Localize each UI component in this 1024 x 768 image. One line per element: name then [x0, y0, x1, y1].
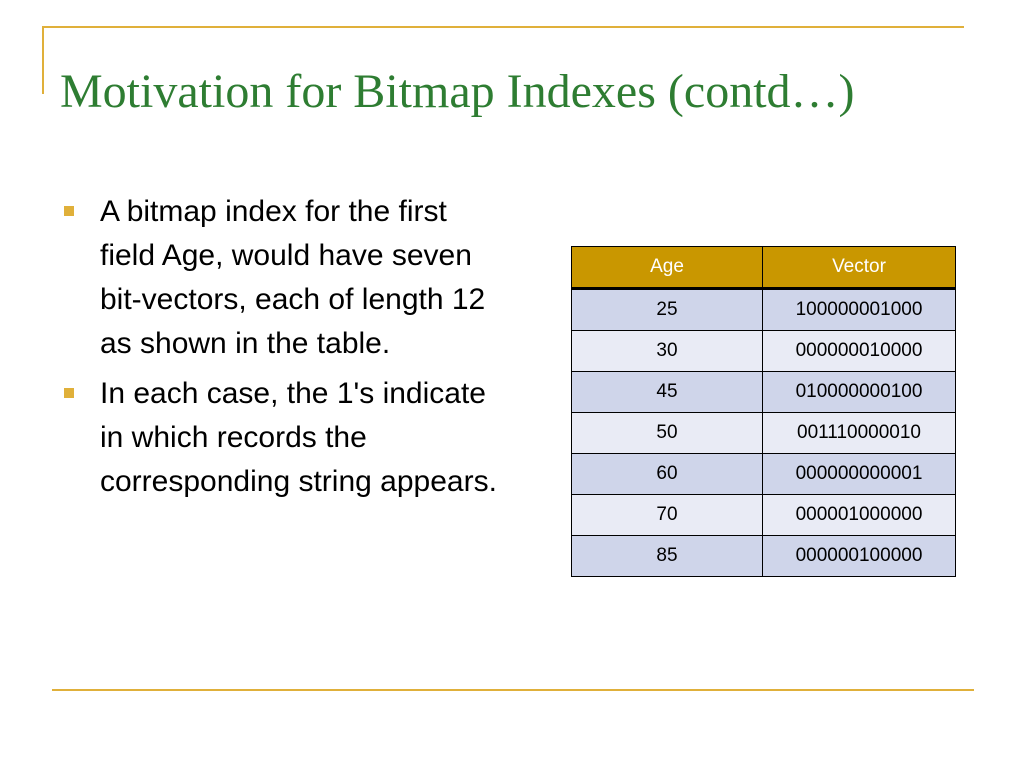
left-accent-line [42, 26, 44, 94]
vector-cell: 000000100000 [762, 535, 956, 577]
age-cell: 50 [571, 412, 763, 454]
square-bullet-icon [64, 388, 74, 398]
age-cell: 45 [571, 371, 763, 413]
slide-title: Motivation for Bitmap Indexes (contd…) [60, 65, 855, 118]
bullet-item: In each case, the 1's indicate in which … [60, 372, 500, 504]
vector-cell: 000000010000 [762, 330, 956, 372]
top-accent-line [42, 26, 964, 28]
table-row: 85 000000100000 [571, 535, 956, 577]
bullet-text: A bitmap index for the first field Age, … [100, 195, 486, 360]
table-row: 50 001110000010 [571, 412, 956, 454]
table-row: 30 000000010000 [571, 330, 956, 372]
vector-cell: 000001000000 [762, 494, 956, 536]
vector-cell: 001110000010 [762, 412, 956, 454]
table-row: 60 000000000001 [571, 453, 956, 495]
square-bullet-icon [64, 206, 74, 216]
header-vector: Vector [762, 246, 956, 290]
bullet-item: A bitmap index for the first field Age, … [60, 190, 500, 366]
age-cell: 30 [571, 330, 763, 372]
age-cell: 25 [571, 288, 763, 331]
vector-cell: 010000000100 [762, 371, 956, 413]
vector-cell: 000000000001 [762, 453, 956, 495]
table-row: 45 010000000100 [571, 371, 956, 413]
bitmap-table-container: Age Vector 25 100000001000 30 0000000100… [571, 246, 956, 577]
age-cell: 85 [571, 535, 763, 577]
table-header-row: Age Vector [571, 246, 956, 290]
table-row: 70 000001000000 [571, 494, 956, 536]
age-cell: 60 [571, 453, 763, 495]
header-age: Age [571, 246, 763, 290]
age-cell: 70 [571, 494, 763, 536]
bottom-accent-line [52, 689, 974, 691]
vector-cell: 100000001000 [762, 288, 956, 331]
bitmap-table: Age Vector 25 100000001000 30 0000000100… [571, 246, 956, 577]
bullet-list: A bitmap index for the first field Age, … [60, 190, 500, 510]
table-row: 25 100000001000 [571, 288, 956, 331]
bullet-text: In each case, the 1's indicate in which … [100, 377, 497, 498]
